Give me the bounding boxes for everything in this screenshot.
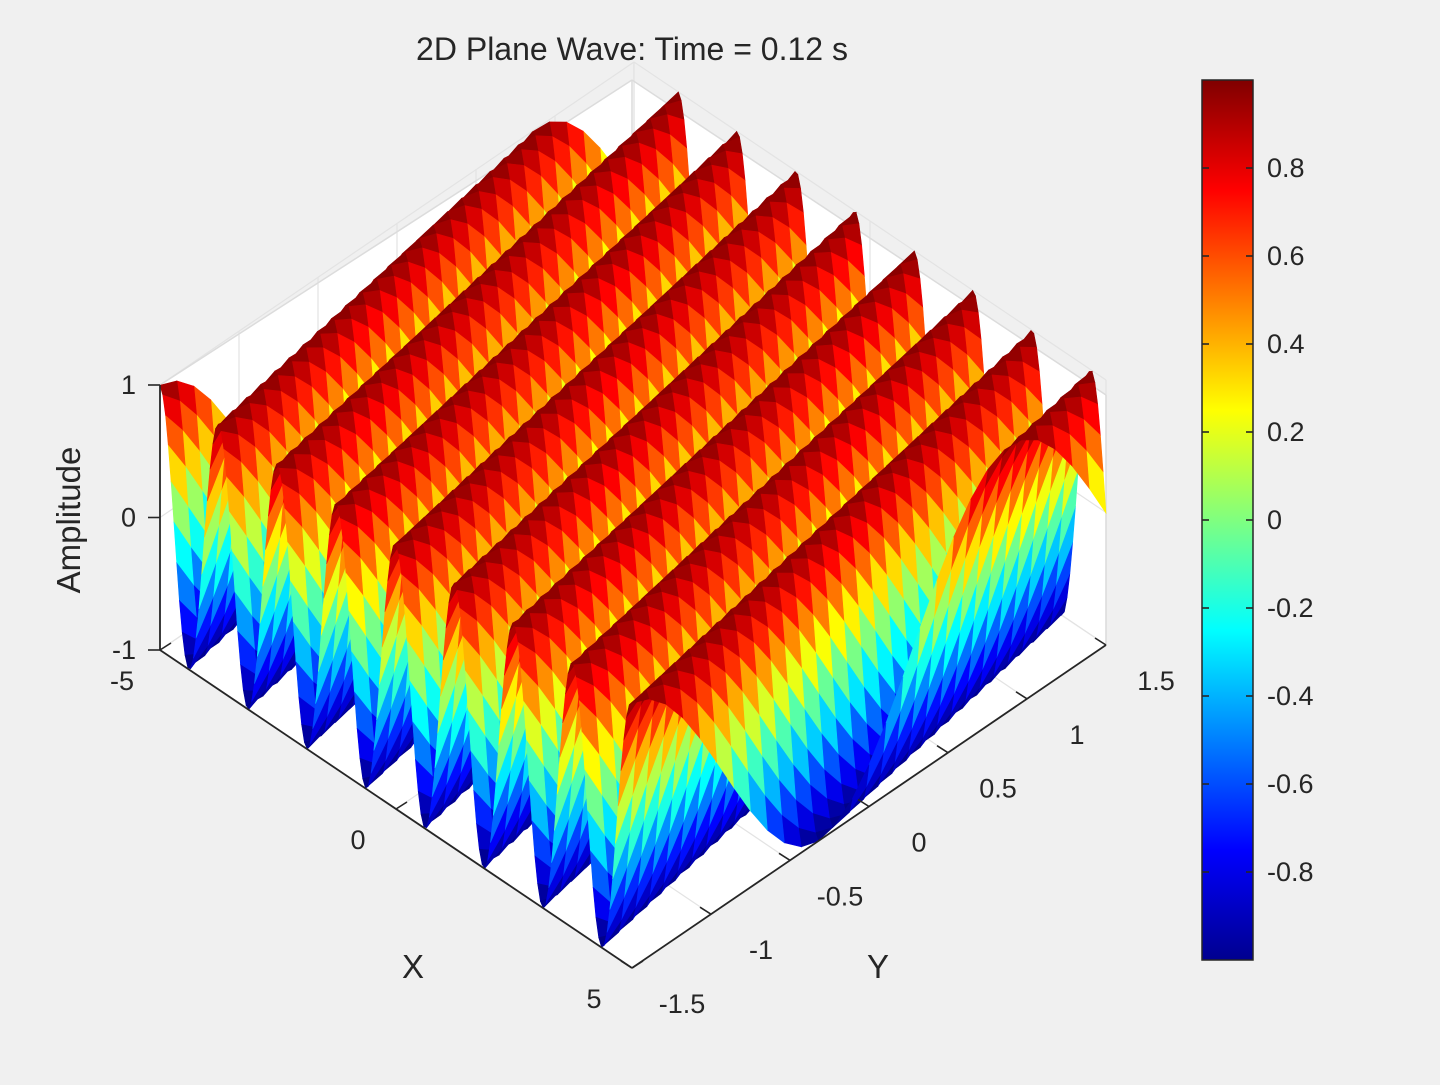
colorbar-tick-label: 0.4 xyxy=(1267,329,1305,359)
x-axis-label: X xyxy=(402,948,424,985)
z-tick-label: -1 xyxy=(112,635,136,665)
colorbar-tick-label: -0.6 xyxy=(1267,769,1314,799)
x-tick-label: 0 xyxy=(350,825,365,855)
colorbar-tick-label: -0.4 xyxy=(1267,681,1314,711)
y-tick-label: -1 xyxy=(749,935,773,965)
colorbar-gradient xyxy=(1201,79,1254,961)
y-tick-label: -0.5 xyxy=(817,881,864,911)
x-tick-label: -5 xyxy=(110,666,134,696)
z-axis-label: Amplitude xyxy=(50,447,87,594)
chart-title: 2D Plane Wave: Time = 0.12 s xyxy=(416,31,848,67)
colorbar-tick-label: 0.2 xyxy=(1267,417,1305,447)
z-tick-label: 0 xyxy=(121,503,136,533)
colorbar: -0.8 -0.6 -0.4 -0.2 0 0.2 0.4 0.6 0.8 xyxy=(1201,79,1314,961)
colorbar-tick-label: -0.8 xyxy=(1267,857,1314,887)
z-tick-label: 1 xyxy=(121,370,136,400)
colorbar-tick-label: 0.6 xyxy=(1267,241,1305,271)
y-tick-label: -1.5 xyxy=(659,989,706,1019)
y-tick-label: 1.5 xyxy=(1137,666,1175,696)
colorbar-tick-label: -0.2 xyxy=(1267,593,1314,623)
grid-line xyxy=(159,61,635,386)
colorbar-tick-label: 0.8 xyxy=(1267,153,1305,183)
wave-surface xyxy=(159,91,1107,948)
x-tick-label: 5 xyxy=(586,984,601,1014)
colorbar-tick-label: 0 xyxy=(1267,505,1282,535)
y-tick-label: 1 xyxy=(1069,720,1084,750)
grid-line xyxy=(633,61,1107,381)
y-axis-label: Y xyxy=(867,948,889,985)
y-tick-label: 0 xyxy=(911,828,926,858)
y-tick-label: 0.5 xyxy=(979,774,1017,804)
